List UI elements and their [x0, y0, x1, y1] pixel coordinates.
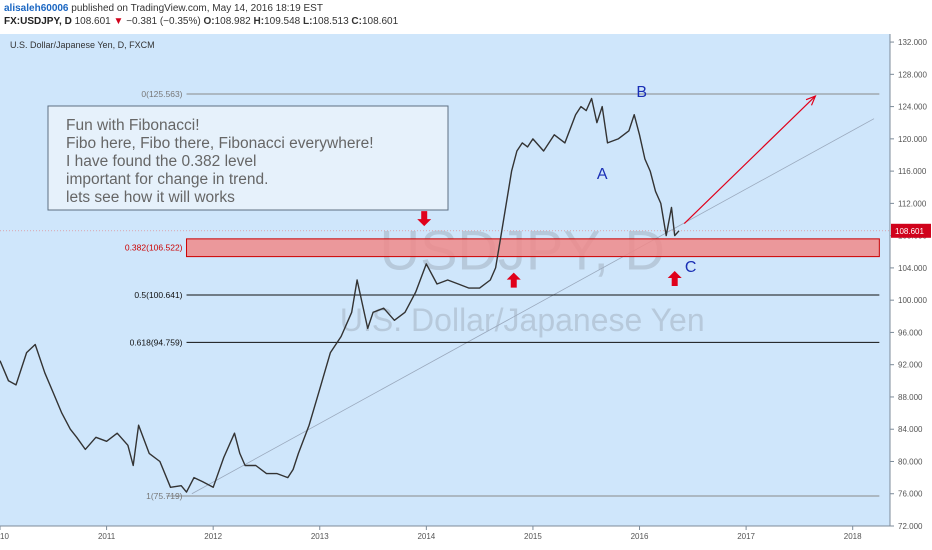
- x-tick-label: 2011: [98, 532, 116, 541]
- y-tick-label: 116.000: [898, 167, 927, 176]
- annotation-box[interactable]: [47, 105, 449, 211]
- watermark-name: U.S. Dollar/Japanese Yen: [340, 302, 705, 338]
- open-label: O:: [203, 16, 215, 27]
- y-tick-label: 84.000: [898, 425, 923, 434]
- wave-label-c: C: [685, 259, 697, 276]
- x-tick-label: 2018: [844, 532, 862, 541]
- y-tick-label: 96.000: [898, 328, 923, 337]
- triangle-down-icon: ▼: [113, 16, 124, 27]
- x-tick-label: 2012: [204, 532, 222, 541]
- last-price-badge-label: 108.601: [895, 227, 924, 236]
- chart-title: U.S. Dollar/Japanese Yen, D, FXCM: [10, 40, 155, 50]
- price-change: −0.381 (−0.35%): [126, 16, 201, 27]
- fib-level-label: 1(75.719): [146, 491, 183, 501]
- y-tick-label: 72.000: [898, 522, 923, 531]
- last-price: 108.601: [74, 16, 111, 27]
- y-tick-label: 100.000: [898, 296, 927, 305]
- low-value: 108.513: [312, 16, 349, 27]
- fib-level-label: 0(125.563): [141, 89, 182, 99]
- up-arrow-icon: [506, 272, 521, 288]
- y-tick-label: 132.000: [898, 38, 927, 47]
- y-tick-label: 112.000: [898, 199, 927, 208]
- x-tick-label: 2016: [631, 532, 649, 541]
- annotation-line: I have found the 0.382 level: [66, 153, 256, 170]
- y-tick-label: 88.000: [898, 393, 923, 402]
- x-tick-label: 2017: [737, 532, 755, 541]
- fib-zone[interactable]: [186, 238, 880, 258]
- symbol-label: FX:USDJPY, D: [4, 16, 72, 27]
- open-value: 108.982: [214, 16, 251, 27]
- fib-level-label: 0.5(100.641): [134, 290, 182, 300]
- y-tick-label: 124.000: [898, 103, 927, 112]
- publish-info: alisaleh60006 published on TradingView.c…: [4, 3, 323, 14]
- annotation-line: Fibo here, Fibo there, Fibonacci everywh…: [66, 135, 374, 152]
- close-label: C:: [351, 16, 362, 27]
- y-tick-label: 76.000: [898, 490, 923, 499]
- y-tick-label: 120.000: [898, 135, 927, 144]
- y-tick-label: 80.000: [898, 457, 923, 466]
- close-value: 108.601: [361, 16, 399, 27]
- forecast-arrowhead: [805, 95, 817, 106]
- x-tick-label: 2014: [417, 532, 435, 541]
- fib-level-label: 0.618(94.759): [130, 337, 183, 347]
- y-tick-label: 104.000: [898, 264, 927, 273]
- x-tick-label: 2015: [524, 532, 542, 541]
- high-value: 109.548: [264, 16, 301, 27]
- wave-label-a: A: [597, 166, 608, 183]
- fib-level-label: 0.382(106.522): [125, 243, 183, 253]
- trend-line[interactable]: [191, 118, 875, 495]
- down-arrow-icon: [417, 211, 432, 227]
- high-label: H:: [253, 16, 265, 27]
- wave-label-b: B: [636, 84, 647, 101]
- published-text: published on TradingView.com, May 14, 20…: [71, 3, 323, 14]
- forecast-arrow-line[interactable]: [683, 95, 816, 224]
- y-tick-label: 128.000: [898, 70, 927, 79]
- price-chart[interactable]: 72.000 76.000 80.000 84.000 88.000 92.000 96.0…: [0, 30, 932, 550]
- last-price-badge: [891, 223, 931, 238]
- x-tick-label: 2010: [0, 532, 9, 541]
- price-series-line[interactable]: [0, 97, 680, 493]
- chart-header: alisaleh60006 published on TradingView.c…: [0, 0, 932, 30]
- annotation-line: Fun with Fibonacci!: [66, 117, 200, 134]
- y-tick-label: 92.000: [898, 361, 923, 370]
- ohlc-line: FX:USDJPY, D 108.601 ▼ −0.381 (−0.35%) O…: [4, 16, 398, 27]
- annotation-line: important for change in trend.: [66, 171, 268, 188]
- annotation-line: lets see how it will works: [66, 189, 235, 206]
- author-link[interactable]: alisaleh60006: [4, 3, 69, 14]
- low-label: L:: [303, 16, 313, 27]
- up-arrow-icon: [667, 270, 682, 286]
- x-tick-label: 2013: [311, 532, 329, 541]
